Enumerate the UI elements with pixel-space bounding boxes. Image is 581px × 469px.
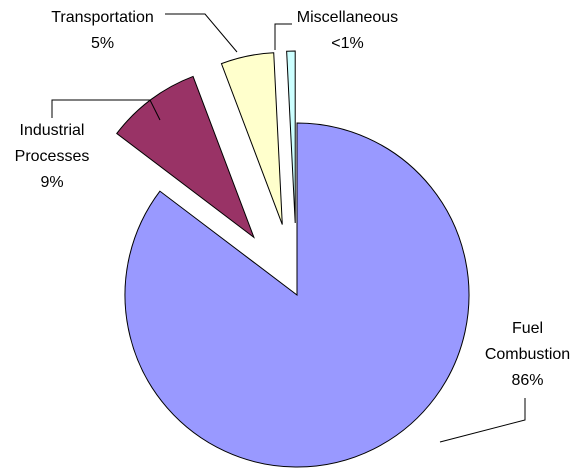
- pie-slice: [220, 52, 283, 225]
- slice-label: Miscellaneous <1%: [285, 5, 410, 57]
- pie-slice: [286, 50, 296, 224]
- value-label: 9%: [40, 174, 64, 191]
- value-label: 5%: [90, 35, 115, 52]
- slice-label: Fuel Combustion 86%: [470, 316, 581, 394]
- value-label: 86%: [511, 372, 544, 389]
- slice-label: Transportation 5%: [45, 5, 160, 57]
- pie-slice: [116, 75, 255, 239]
- category-name: Miscellaneous: [296, 9, 399, 26]
- pie-slice: [124, 122, 470, 468]
- value-label: <1%: [331, 35, 364, 52]
- category-name: Industrial Processes: [14, 122, 90, 165]
- leader-line: [274, 23, 292, 50]
- slice-label: Industrial Processes 9%: [0, 118, 112, 196]
- category-name: Fuel Combustion: [484, 320, 571, 363]
- leader-line: [439, 398, 526, 443]
- leader-line: [51, 99, 161, 121]
- leader-line: [165, 13, 238, 53]
- category-name: Transportation: [51, 9, 154, 26]
